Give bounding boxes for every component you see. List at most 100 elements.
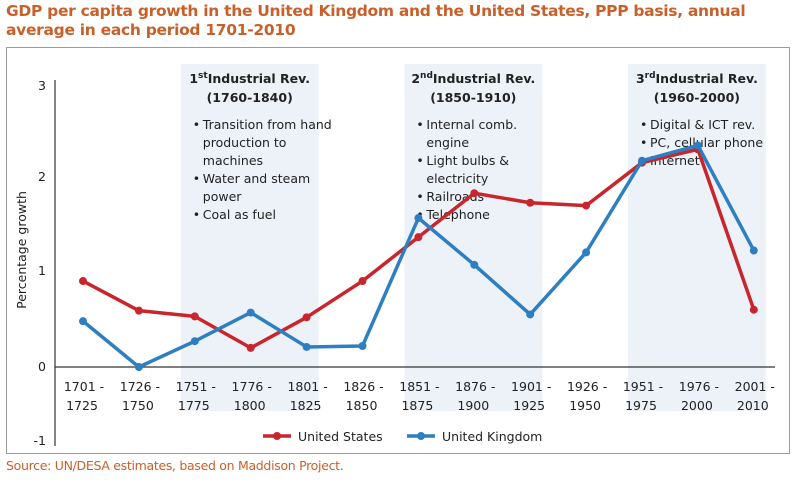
data-point-united-kingdom bbox=[470, 260, 479, 269]
industrial-revolution-band: 3rdIndustrial Rev. (1960-2000) • Digital & … bbox=[628, 64, 766, 411]
x-tick-line2: 1825 bbox=[290, 398, 322, 413]
band-item-text: Light bulbs & bbox=[426, 153, 509, 168]
data-point-united-kingdom bbox=[526, 310, 535, 319]
y-tick-label: 2 bbox=[38, 169, 46, 184]
data-point-united-states bbox=[246, 343, 255, 352]
x-tick-line2: 2000 bbox=[681, 398, 713, 413]
data-point-united-kingdom bbox=[358, 341, 367, 350]
data-point-united-kingdom bbox=[693, 141, 702, 150]
source-note: Source: UN/DESA estimates, based on Madd… bbox=[6, 458, 344, 473]
band-item-text: Coal as fuel bbox=[203, 207, 276, 222]
band-item-text: production to bbox=[203, 135, 287, 150]
x-tick-label: 1801 - 1825 bbox=[287, 379, 327, 413]
x-tick-label: 1851 - 1875 bbox=[399, 379, 439, 413]
y-tick-label: 3 bbox=[38, 78, 46, 93]
band-item-text: Telephone bbox=[425, 207, 490, 222]
data-point-united-kingdom bbox=[582, 248, 591, 257]
x-tick-line1: 1826 - bbox=[343, 379, 383, 394]
x-tick-label: 1751 - 1775 bbox=[176, 379, 216, 413]
x-tick-line1: 1901 - bbox=[511, 379, 551, 394]
data-point-united-states bbox=[79, 277, 87, 286]
x-tick-line1: 1726 - bbox=[120, 379, 160, 394]
data-point-united-kingdom bbox=[749, 246, 758, 255]
x-tick-line2: 1750 bbox=[122, 398, 154, 413]
data-point-united-states bbox=[302, 313, 311, 322]
series-united-kingdom bbox=[79, 141, 758, 371]
x-tick-line1: 1851 - bbox=[399, 379, 439, 394]
x-tick-line1: 1976 - bbox=[679, 379, 719, 394]
x-tick-line2: 1850 bbox=[346, 398, 378, 413]
data-point-united-kingdom bbox=[190, 337, 199, 346]
band-background bbox=[628, 64, 766, 411]
band-item-text: Railroads bbox=[426, 189, 484, 204]
data-point-united-kingdom bbox=[302, 342, 311, 351]
data-point-united-states bbox=[470, 189, 479, 198]
data-point-united-kingdom bbox=[246, 308, 255, 317]
x-tick-label: 1951 - 1975 bbox=[623, 379, 663, 413]
industrial-revolution-band: 2ndIndustrial Rev.(1850-1910)• Internal c… bbox=[404, 64, 543, 411]
y-tick-label: 1 bbox=[38, 263, 46, 278]
band-item-text: engine bbox=[426, 135, 469, 150]
x-tick-label: 1876 - 1900 bbox=[455, 379, 495, 413]
chart-frame bbox=[6, 47, 790, 454]
legend: United States United Kingdom bbox=[263, 429, 542, 444]
band-background bbox=[404, 64, 543, 411]
band-item-text: PC, cellular phone bbox=[650, 135, 763, 150]
data-point-united-states bbox=[414, 233, 423, 242]
x-tick-label: 2001 - 2010 bbox=[735, 379, 775, 413]
x-tick-label: 1776 - 1800 bbox=[232, 379, 272, 413]
bullet: • bbox=[416, 117, 423, 132]
data-point-united-kingdom bbox=[414, 214, 423, 223]
x-tick-line1: 1701 - bbox=[64, 379, 104, 394]
x-tick-line1: 1776 - bbox=[232, 379, 272, 394]
industrial-revolution-bands: 1stIndustrial Rev. (1760-1840) • Transition… bbox=[180, 64, 766, 411]
x-tick-line2: 1975 bbox=[625, 398, 657, 413]
band-years: (1850-1910) bbox=[430, 90, 516, 105]
legend-item-united-states: United States bbox=[263, 429, 383, 444]
x-tick-label: 1976 - 2000 bbox=[679, 379, 719, 413]
data-point-united-states bbox=[134, 306, 143, 315]
x-tick-line1: 1801 - bbox=[287, 379, 327, 394]
data-point-united-states bbox=[749, 305, 758, 314]
x-tick-line2: 1950 bbox=[569, 398, 601, 413]
axes: Percentage growth bbox=[14, 80, 775, 446]
series-lines bbox=[79, 141, 758, 371]
chart-title: GDP per capita growth in the United King… bbox=[6, 2, 746, 39]
x-tick-line2: 1800 bbox=[234, 398, 266, 413]
x-tick-line2: 1900 bbox=[457, 398, 489, 413]
data-point-united-kingdom bbox=[638, 156, 646, 165]
legend-label: United Kingdom bbox=[442, 429, 542, 444]
x-tick-label: 1701 - 1725 bbox=[64, 379, 104, 413]
x-tick-label: 1926 - 1950 bbox=[567, 379, 607, 413]
industrial-revolution-band: 1stIndustrial Rev.(1760-1840)• Transition… bbox=[180, 64, 332, 411]
x-tick-line2: 1775 bbox=[178, 398, 210, 413]
data-point-united-states bbox=[526, 198, 535, 207]
band-heading: 1stIndustrial Rev. bbox=[189, 71, 310, 86]
band-years: (1760-1840) bbox=[207, 90, 293, 105]
y-tick-labels: 3 2 1 0 -1 bbox=[34, 78, 47, 448]
band-heading: 3rdIndustrial Rev. bbox=[636, 71, 758, 86]
legend-item-united-kingdom: United Kingdom bbox=[407, 429, 542, 444]
y-axis-title: Percentage growth bbox=[14, 191, 29, 309]
band-item-text: Transition from hand bbox=[202, 117, 332, 132]
x-tick-line1: 1751 - bbox=[176, 379, 216, 394]
band-item-text: electricity bbox=[426, 171, 488, 186]
x-tick-label: 1726 - 1750 bbox=[120, 379, 160, 413]
legend-swatch-marker bbox=[273, 432, 281, 440]
y-tick-label: -1 bbox=[34, 433, 46, 448]
bullet: • bbox=[640, 117, 647, 132]
legend-swatch-marker bbox=[417, 432, 425, 440]
x-tick-labels: 1701 - 1725 1726 - 1750 1751 - 1775 1776 - 1800… bbox=[64, 379, 775, 413]
band-heading: 2ndIndustrial Rev. bbox=[411, 71, 535, 86]
x-tick-line1: 1926 - bbox=[567, 379, 607, 394]
bullet: • bbox=[416, 153, 423, 168]
band-item-text: machines bbox=[203, 153, 263, 168]
x-tick-line2: 1925 bbox=[513, 398, 545, 413]
data-point-united-kingdom bbox=[79, 317, 87, 326]
band-background bbox=[180, 64, 319, 411]
band-item-text: Internal comb. bbox=[426, 117, 517, 132]
data-point-united-states bbox=[582, 201, 591, 210]
band-item-text: Digital & ICT rev. bbox=[650, 117, 755, 132]
bullet: • bbox=[416, 189, 423, 204]
